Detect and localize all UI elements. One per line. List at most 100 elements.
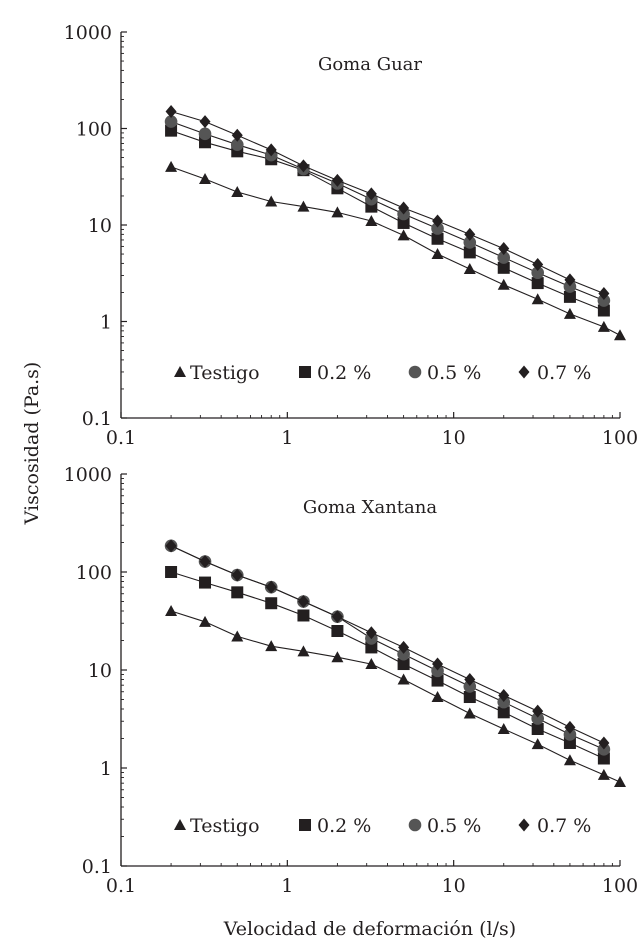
data-point	[531, 738, 544, 750]
data-point	[165, 160, 178, 172]
data-point	[531, 293, 544, 305]
legend-marker	[174, 819, 186, 830]
data-point	[563, 280, 577, 293]
y-tick-label: 1000	[64, 22, 112, 44]
data-point	[297, 609, 310, 622]
legend-marker	[299, 366, 311, 378]
data-point	[597, 304, 610, 317]
data-point	[397, 658, 410, 671]
legend-marker	[299, 819, 311, 831]
data-point	[431, 222, 444, 235]
data-point	[563, 307, 576, 319]
y-axis-label: Viscosidad (Pa.s)	[21, 362, 43, 526]
data-point	[432, 214, 444, 228]
series-diamond	[165, 539, 610, 750]
legend-label: 0.5 %	[427, 815, 481, 837]
data-point	[231, 586, 244, 599]
y-tick-label: 1	[100, 312, 112, 334]
data-point	[331, 206, 344, 218]
data-point	[431, 664, 444, 678]
legend-label: 0.7 %	[537, 815, 591, 837]
data-point	[432, 657, 444, 671]
data-point	[497, 695, 511, 709]
y-tick-label: 1000	[64, 464, 112, 486]
data-point	[231, 630, 244, 642]
data-point	[398, 640, 410, 654]
data-point	[497, 261, 510, 274]
legend-label: 0.2 %	[317, 815, 371, 837]
legend-marker	[518, 365, 530, 379]
y-tick-label: 10	[88, 660, 112, 682]
x-tick-label: 1	[281, 875, 293, 897]
data-point	[564, 273, 576, 287]
data-point	[563, 290, 576, 303]
data-point	[397, 673, 410, 685]
series-line	[170, 110, 605, 295]
data-point	[431, 232, 444, 245]
data-point	[231, 128, 243, 142]
data-point	[199, 576, 212, 589]
data-point	[165, 124, 178, 137]
data-point	[564, 720, 576, 734]
series-diamond	[165, 105, 610, 301]
data-point	[597, 752, 610, 765]
chart-goma-xantana: 0.1 1 10 100 1000 0.1 1 10 100 Goma Xantana Testig…	[64, 464, 638, 897]
data-point	[463, 691, 476, 704]
legend-label: 0.7 %	[537, 362, 591, 384]
y-tick-label: 100	[76, 119, 112, 141]
data-point	[563, 728, 577, 741]
series-square	[165, 124, 610, 317]
x-tick-label: 0.1	[106, 427, 136, 449]
x-tick-label: 0.1	[106, 875, 136, 897]
chart-title: Goma Xantana	[303, 497, 437, 518]
data-point	[614, 329, 626, 341]
data-point	[497, 278, 510, 290]
data-point	[265, 640, 278, 652]
data-point	[531, 723, 544, 736]
data-point	[265, 580, 277, 594]
series-triangle	[165, 604, 626, 787]
legend-marker	[408, 365, 422, 379]
data-point	[198, 127, 212, 141]
x-tick-label: 100	[602, 427, 638, 449]
data-point	[331, 651, 344, 663]
y-tick-label: 0.1	[82, 856, 112, 878]
data-point	[463, 236, 477, 249]
data-point	[165, 539, 177, 553]
data-point	[431, 674, 444, 687]
data-point	[297, 645, 310, 657]
data-point	[297, 595, 309, 609]
data-point	[230, 138, 244, 151]
data-point	[164, 115, 178, 128]
data-point	[497, 251, 511, 264]
x-tick-label: 10	[442, 427, 466, 449]
legend-label: Testigo	[190, 815, 260, 837]
data-point	[532, 704, 544, 718]
data-point	[463, 262, 476, 274]
data-point	[265, 195, 278, 207]
series-square	[165, 566, 610, 765]
data-point	[231, 568, 243, 582]
data-point	[464, 672, 476, 686]
x-axis-label: Velocidad de deformación (l/s)	[223, 918, 516, 940]
data-point	[498, 688, 510, 702]
chart-title: Goma Guar	[318, 54, 422, 75]
data-point	[231, 185, 244, 197]
data-point	[532, 257, 544, 271]
data-point	[563, 736, 576, 749]
data-point	[431, 691, 444, 703]
x-tick-label: 1	[281, 427, 293, 449]
legend-label: 0.5 %	[427, 362, 481, 384]
data-point	[365, 626, 377, 640]
legend-marker	[408, 818, 422, 832]
series-line	[170, 545, 605, 744]
legend-label: 0.2 %	[317, 362, 371, 384]
data-point	[199, 554, 211, 568]
data-point	[199, 115, 211, 129]
data-point	[365, 187, 377, 201]
data-point	[431, 248, 444, 260]
data-point	[497, 706, 510, 719]
legend-marker	[518, 818, 530, 832]
data-point	[331, 173, 343, 187]
